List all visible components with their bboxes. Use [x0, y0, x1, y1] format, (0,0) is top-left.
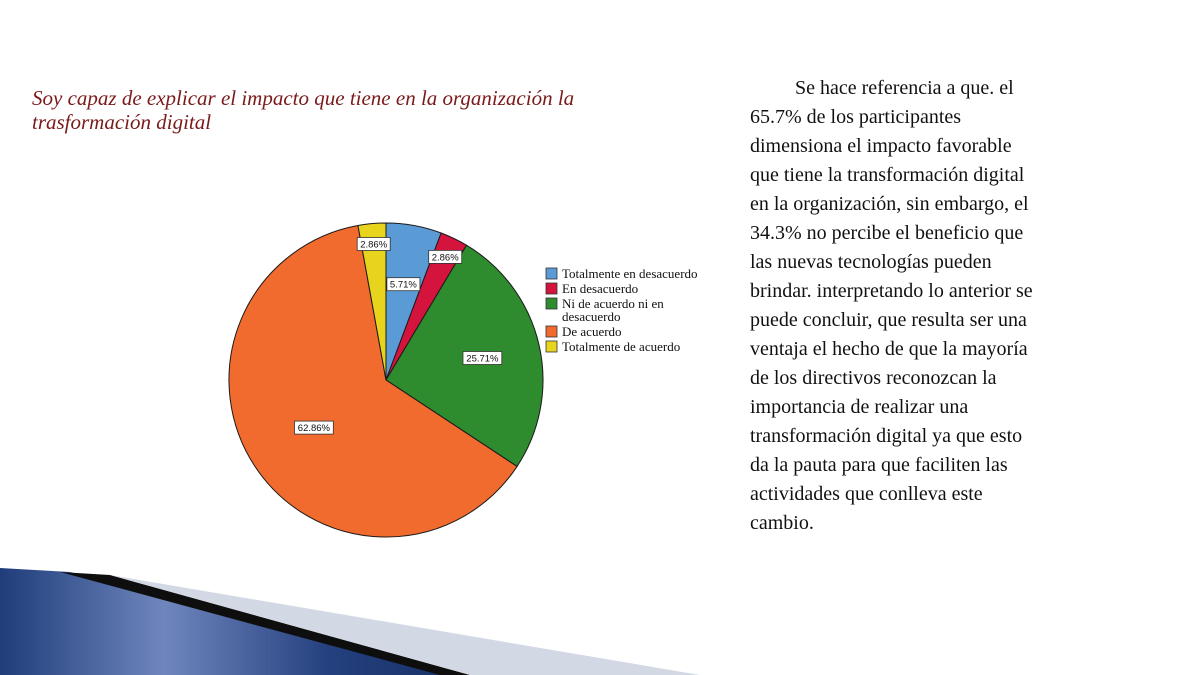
body-line: ventaja el hecho de que la mayoría [750, 338, 1028, 360]
body-line: transformación digital ya que esto [750, 425, 1023, 447]
legend-item: De acuerdo [545, 324, 622, 339]
pie-slice [357, 222, 387, 381]
body-line: puede concluir, que resulta ser una [750, 309, 1027, 331]
pie-data-labels: 5.71% 2.86% 25.71% 62.86% 2.86% [294, 237, 503, 435]
body-line: que tiene la transformación digital [750, 164, 1025, 186]
body-line: de los directivos reconozcan la [750, 367, 997, 389]
pie-data-label-box [428, 249, 463, 264]
pie-data-label-box [356, 237, 391, 251]
legend-label: De acuerdo [562, 324, 622, 339]
legend-label: Totalmente de acuerdo [562, 339, 680, 354]
legend-swatch [545, 325, 558, 338]
pie-data-label-text: 5.71% [390, 280, 417, 291]
slide-title: Soy capaz de explicar el impacto que tie… [32, 86, 672, 134]
body-line: 34.3% no percibe el beneficio que [750, 222, 1024, 244]
body-line: dimensiona el impacto favorable [750, 135, 1012, 157]
pie-data-label-box [386, 277, 421, 292]
pie-data-label: 25.71% [462, 351, 503, 365]
pie-data-label-text: 2.86% [432, 252, 459, 263]
body-line: cambio. [750, 512, 814, 534]
body-line: las nuevas tecnologías pueden [750, 251, 992, 273]
pie-data-label-box [462, 351, 503, 365]
body-line: da la pauta para que faciliten las [750, 454, 1008, 476]
pie-data-label: 2.86% [428, 249, 463, 264]
pie-slices [228, 222, 544, 538]
pie-data-label: 2.86% [356, 237, 391, 251]
body-line: importancia de realizar una [750, 396, 969, 418]
body-line: en la organización, sin embargo, el [750, 193, 1029, 215]
legend-label: Ni de acuerdo ni en [562, 296, 664, 311]
pie-data-label: 5.71% [386, 277, 421, 292]
slide-title-line: trasformación digital [32, 110, 212, 134]
legend-swatch [545, 267, 558, 280]
body-text: Se hace referencia a que. el 65.7% de lo… [750, 74, 1180, 538]
legend-item: Totalmente de acuerdo [545, 339, 680, 354]
pie-data-label-text: 2.86% [360, 240, 387, 251]
pie-data-label-text: 62.86% [298, 423, 331, 434]
pie-slice [228, 224, 518, 538]
legend-swatch [545, 340, 558, 353]
body-line: Se hace referencia a que. el [795, 77, 1014, 99]
slide-title-line: Soy capaz de explicar el impacto que tie… [32, 86, 575, 110]
body-line: actividades que conlleva este [750, 483, 983, 505]
legend-label: Totalmente en desacuerdo [562, 266, 698, 281]
body-line: 65.7% de los participantes [750, 106, 962, 128]
legend-item: En desacuerdo [545, 281, 638, 296]
pie-data-label-box [294, 420, 334, 435]
pie-data-label: 62.86% [294, 420, 334, 435]
body-line: brindar. interpretando lo anterior se [750, 280, 1033, 302]
legend-label: desacuerdo [562, 309, 620, 324]
legend-item: Totalmente en desacuerdo [545, 266, 698, 281]
legend-swatch [545, 297, 558, 310]
legend-label: En desacuerdo [562, 281, 638, 296]
legend-swatch [545, 282, 558, 295]
pie-data-label-text: 25.71% [466, 354, 499, 365]
